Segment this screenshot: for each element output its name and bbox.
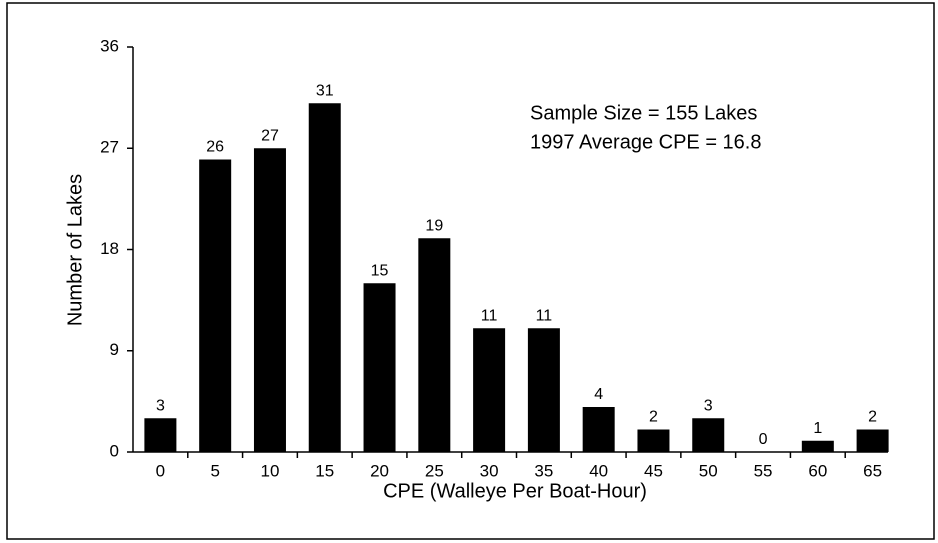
x-tick-label: 0 — [156, 461, 165, 480]
y-tick-label: 36 — [100, 36, 119, 55]
data-label: 31 — [316, 82, 334, 99]
x-tick-label: 60 — [808, 461, 827, 480]
bar — [473, 328, 506, 452]
data-label: 11 — [536, 307, 553, 324]
x-tick-label: 5 — [210, 461, 219, 480]
x-tick-label: 25 — [425, 461, 444, 480]
x-tick-label: 35 — [534, 461, 553, 480]
chart-border — [6, 2, 935, 540]
bar — [308, 103, 341, 452]
y-tick-label: 9 — [110, 340, 119, 359]
bar — [856, 429, 889, 452]
data-label: 3 — [704, 397, 713, 414]
data-label: 27 — [261, 127, 279, 144]
x-tick-label: 30 — [480, 461, 499, 480]
bar — [582, 407, 615, 452]
data-label: 15 — [371, 262, 389, 279]
annotation: Sample Size = 155 Lakes — [530, 102, 757, 124]
bar — [637, 429, 670, 452]
y-tick-label: 18 — [100, 239, 119, 258]
bar — [199, 159, 232, 452]
y-tick-label: 0 — [110, 441, 119, 460]
data-label: 26 — [206, 139, 224, 156]
annotation: 1997 Average CPE = 16.8 — [530, 131, 761, 153]
bar — [801, 440, 834, 452]
x-tick-label: 20 — [370, 461, 389, 480]
data-label: 3 — [156, 397, 165, 414]
bar — [144, 418, 177, 452]
bar — [418, 238, 451, 452]
data-label: 19 — [425, 217, 443, 234]
x-tick-label: 15 — [315, 461, 334, 480]
x-tick-label: 65 — [863, 461, 882, 480]
data-label: 11 — [481, 307, 498, 324]
bar — [527, 328, 560, 452]
x-tick-label: 40 — [589, 461, 608, 480]
x-tick-label: 10 — [261, 461, 280, 480]
bar — [253, 148, 286, 452]
bar — [692, 418, 725, 452]
x-tick-label: 45 — [644, 461, 663, 480]
bar — [363, 283, 396, 452]
x-tick-label: 55 — [754, 461, 773, 480]
y-axis-title: Number of Lakes — [64, 174, 86, 326]
y-tick-label: 27 — [100, 138, 119, 157]
x-tick-label: 50 — [699, 461, 718, 480]
data-label: 4 — [594, 386, 603, 403]
data-label: 2 — [868, 409, 877, 426]
data-label: 1 — [813, 420, 822, 437]
data-label: 2 — [649, 409, 658, 426]
x-axis-title: CPE (Walleye Per Boat-Hour) — [383, 480, 647, 502]
data-label: 0 — [759, 431, 768, 448]
